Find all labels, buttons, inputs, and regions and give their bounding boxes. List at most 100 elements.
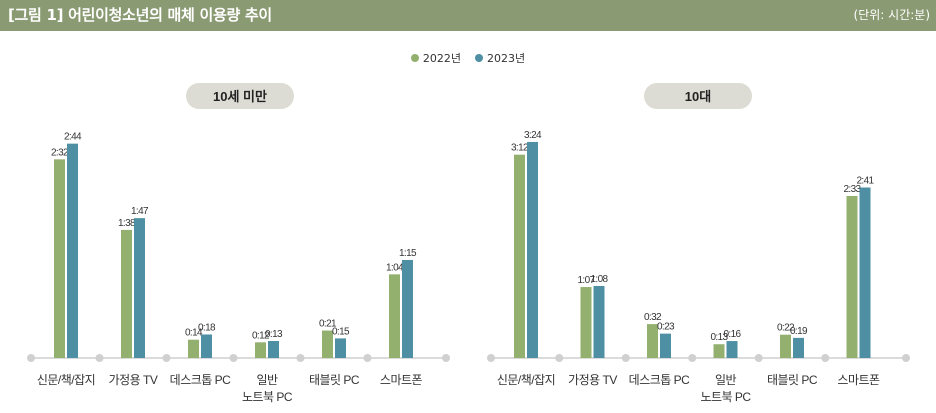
- category-label-line: 신문/책/잡지: [37, 372, 95, 387]
- legend-label-2023: 2023년: [487, 52, 526, 65]
- bar-0-2-1: [201, 334, 212, 358]
- category-label-line: 노트북 PC: [242, 390, 293, 404]
- category-label-line: 스마트폰: [837, 373, 880, 387]
- bar-1-1-0: [580, 287, 592, 358]
- legend-swatch-2023: [475, 54, 483, 62]
- axis-separator-dot-1-6: [902, 354, 910, 362]
- unit-label: (단위: 시간:분): [853, 8, 930, 22]
- data-label-1-5-0: 2:33: [843, 184, 861, 195]
- legend-item-2023: 2023년: [475, 50, 525, 66]
- legend-item-2022: 2022년: [410, 50, 461, 66]
- data-label-0-3-0: 0:12: [252, 330, 270, 341]
- bar-0-5-1: [402, 259, 413, 358]
- category-label-0-2: 데스크톱 PC: [170, 373, 231, 387]
- data-label-1-2-1: 0:23: [657, 322, 675, 333]
- bar-1-5-0: [846, 195, 858, 358]
- data-label-0-0-1: 2:44: [64, 132, 82, 143]
- data-label-1-1-0: 1:07: [577, 275, 595, 286]
- axis-separator-dot-1-2: [621, 354, 630, 362]
- category-label-line: 태블릿 PC: [767, 373, 818, 387]
- data-label-0-3-1: 0:13: [265, 329, 283, 340]
- bar-1-2-1: [660, 333, 671, 358]
- bar-0-3-0: [255, 342, 266, 358]
- category-label-line: 일반: [256, 373, 278, 387]
- axis-separator-dot-0-5: [363, 354, 372, 362]
- bar-0-2-0: [188, 339, 199, 358]
- axis-separator-dot-1-5: [821, 354, 830, 362]
- data-label-0-1-0: 1:38: [118, 218, 136, 229]
- bar-1-3-1: [726, 341, 738, 358]
- figure-title: [그림 1] 어린이청소년의 매체 이용량 추이: [8, 6, 272, 24]
- bar-0-1-0: [121, 229, 132, 358]
- bar-1-5-1: [859, 187, 871, 358]
- category-label-0-0: 신문/책/잡지: [37, 372, 95, 387]
- figure-header: [그림 1] 어린이청소년의 매체 이용량 추이 (단위: 시간:분): [0, 0, 936, 31]
- data-label-0-2-0: 0:14: [185, 328, 203, 339]
- bar-1-0-1: [527, 141, 538, 358]
- panel-title-pill-0: [186, 83, 294, 109]
- bar-0-4-1: [335, 338, 346, 358]
- axis-separator-dot-0-2: [162, 354, 171, 362]
- axis-separator-dot-1-1: [555, 354, 564, 362]
- data-label-0-4-0: 0:21: [319, 319, 337, 330]
- bar-0-4-0: [322, 330, 333, 358]
- data-label-1-5-1: 2:41: [856, 176, 874, 187]
- bar-0-0-0: [54, 159, 65, 358]
- panel-title-0: 10세 미만: [213, 89, 267, 104]
- legend: 2022년 2023년: [0, 48, 936, 68]
- category-label-0-5: 스마트폰: [380, 373, 423, 387]
- category-label-1-5: 스마트폰: [837, 373, 880, 387]
- category-label-line: 노트북 PC: [700, 390, 751, 404]
- category-label-line: 데스크톱 PC: [629, 373, 690, 387]
- data-label-0-1-1: 1:47: [131, 206, 149, 217]
- category-label-line: 가정용 TV: [568, 373, 617, 387]
- bar-1-0-0: [514, 154, 525, 358]
- data-label-0-0-0: 2:32: [51, 147, 69, 158]
- category-label-1-0: 신문/책/잡지: [497, 372, 555, 387]
- data-label-1-1-1: 1:08: [590, 274, 608, 285]
- data-label-1-0-1: 3:24: [524, 130, 542, 141]
- axis-separator-dot-0-6: [442, 354, 450, 362]
- bar-1-1-1: [593, 285, 605, 358]
- bar-1-2-0: [647, 324, 658, 358]
- category-label-line: 신문/책/잡지: [497, 372, 555, 387]
- data-label-0-2-1: 0:18: [198, 322, 216, 333]
- data-label-1-2-0: 0:32: [644, 312, 662, 323]
- data-label-1-4-0: 0:22: [777, 323, 795, 334]
- bar-0-5-0: [389, 274, 400, 358]
- category-label-line: 데스크톱 PC: [170, 373, 231, 387]
- category-label-line: 가정용 TV: [109, 373, 158, 387]
- panel-title-1: 10대: [685, 89, 711, 104]
- axis-separator-dot-0-1: [95, 354, 104, 362]
- category-label-0-4: 태블릿 PC: [309, 373, 360, 387]
- axis-separator-dot-1-0: [487, 354, 495, 362]
- data-label-0-5-0: 1:04: [386, 262, 404, 273]
- category-label-line: 태블릿 PC: [309, 373, 360, 387]
- category-label-0-1: 가정용 TV: [109, 373, 158, 387]
- data-label-1-0-0: 3:12: [511, 143, 529, 154]
- axis-separator-dot-1-4: [754, 354, 763, 362]
- data-label-0-5-1: 1:15: [399, 248, 417, 259]
- bar-1-4-1: [793, 337, 804, 358]
- axis-separator-dot-0-4: [296, 354, 305, 362]
- axis-separator-dot-0-3: [229, 354, 238, 362]
- legend-label-2022: 2022년: [422, 52, 461, 65]
- data-label-0-4-1: 0:15: [332, 326, 350, 337]
- legend-swatch-2022: [410, 54, 419, 62]
- bar-0-0-1: [67, 143, 78, 358]
- data-label-1-3-0: 0:13: [710, 332, 728, 343]
- bar-1-3-0: [713, 344, 725, 358]
- category-label-1-1: 가정용 TV: [568, 373, 617, 387]
- category-label-1-2: 데스크톱 PC: [629, 373, 690, 387]
- axis-separator-dot-0-0: [27, 354, 35, 362]
- axis-separator-dot-1-3: [688, 354, 697, 362]
- panel-title-pill-1: [644, 83, 752, 109]
- category-label-line: 스마트폰: [380, 373, 423, 387]
- bar-1-4-0: [780, 334, 791, 358]
- data-label-1-4-1: 0:19: [790, 326, 808, 337]
- data-label-1-3-1: 0:16: [723, 329, 741, 340]
- category-label-line: 일반: [715, 373, 737, 387]
